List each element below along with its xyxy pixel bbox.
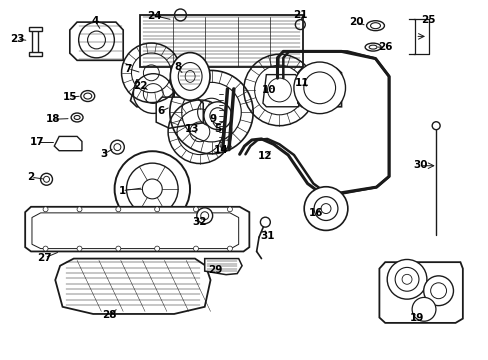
Text: 25: 25 xyxy=(420,15,434,25)
Circle shape xyxy=(43,246,48,251)
Text: 5: 5 xyxy=(214,124,221,134)
Circle shape xyxy=(154,207,159,212)
Text: 11: 11 xyxy=(294,78,308,88)
Text: 22: 22 xyxy=(133,81,147,91)
Circle shape xyxy=(133,74,173,113)
Text: 7: 7 xyxy=(124,64,131,73)
Text: 3: 3 xyxy=(100,149,107,159)
Circle shape xyxy=(260,217,270,227)
Polygon shape xyxy=(70,22,123,60)
Polygon shape xyxy=(263,75,298,107)
Circle shape xyxy=(77,207,82,212)
Ellipse shape xyxy=(370,23,380,29)
Circle shape xyxy=(431,122,439,130)
Text: 21: 21 xyxy=(292,10,307,20)
Ellipse shape xyxy=(71,113,83,122)
Circle shape xyxy=(423,276,452,306)
Circle shape xyxy=(77,246,82,251)
Text: 32: 32 xyxy=(192,217,207,227)
Circle shape xyxy=(386,260,426,299)
Ellipse shape xyxy=(178,63,202,90)
Polygon shape xyxy=(156,97,203,128)
Circle shape xyxy=(154,246,159,251)
Circle shape xyxy=(116,207,121,212)
Text: 29: 29 xyxy=(208,265,222,275)
Polygon shape xyxy=(32,213,238,249)
Circle shape xyxy=(116,246,121,251)
Polygon shape xyxy=(28,27,41,31)
Polygon shape xyxy=(28,52,41,56)
Text: 23: 23 xyxy=(10,34,24,44)
Text: 14: 14 xyxy=(213,145,228,155)
Text: 16: 16 xyxy=(308,208,323,218)
Circle shape xyxy=(304,187,347,230)
Polygon shape xyxy=(54,136,82,151)
Ellipse shape xyxy=(365,43,380,51)
Text: 20: 20 xyxy=(348,17,363,27)
Circle shape xyxy=(79,22,114,58)
Circle shape xyxy=(411,297,435,321)
Circle shape xyxy=(110,140,124,154)
Text: 9: 9 xyxy=(209,113,216,123)
Text: 26: 26 xyxy=(377,42,392,52)
Ellipse shape xyxy=(83,93,92,99)
Circle shape xyxy=(41,173,52,185)
Circle shape xyxy=(43,207,48,212)
Ellipse shape xyxy=(170,53,209,100)
Circle shape xyxy=(293,62,345,114)
Text: 28: 28 xyxy=(102,310,117,320)
Polygon shape xyxy=(32,29,38,54)
Text: 27: 27 xyxy=(37,253,52,263)
Text: 17: 17 xyxy=(29,138,44,148)
Polygon shape xyxy=(140,15,302,67)
Text: 6: 6 xyxy=(157,107,164,116)
Circle shape xyxy=(114,151,190,227)
Text: 12: 12 xyxy=(257,151,272,161)
Ellipse shape xyxy=(366,21,384,31)
Text: 31: 31 xyxy=(260,231,274,242)
Ellipse shape xyxy=(74,116,80,120)
Polygon shape xyxy=(130,80,174,107)
Text: 13: 13 xyxy=(184,124,199,134)
Polygon shape xyxy=(204,258,242,275)
Circle shape xyxy=(193,246,198,251)
Circle shape xyxy=(227,246,232,251)
Circle shape xyxy=(203,102,231,130)
Text: 8: 8 xyxy=(174,63,181,72)
Text: 10: 10 xyxy=(261,85,275,95)
Circle shape xyxy=(227,207,232,212)
Text: 15: 15 xyxy=(62,92,77,102)
Text: 30: 30 xyxy=(412,160,427,170)
Text: 18: 18 xyxy=(45,114,60,124)
Ellipse shape xyxy=(368,45,376,49)
Polygon shape xyxy=(25,207,249,251)
Ellipse shape xyxy=(81,91,95,102)
Text: 24: 24 xyxy=(147,11,162,21)
Circle shape xyxy=(193,207,198,212)
Polygon shape xyxy=(297,68,341,107)
Text: 4: 4 xyxy=(91,16,99,26)
Polygon shape xyxy=(379,262,462,323)
Text: 2: 2 xyxy=(27,172,35,182)
Text: 1: 1 xyxy=(119,186,125,196)
Polygon shape xyxy=(55,258,210,314)
Circle shape xyxy=(196,208,212,224)
Text: 19: 19 xyxy=(409,312,423,323)
